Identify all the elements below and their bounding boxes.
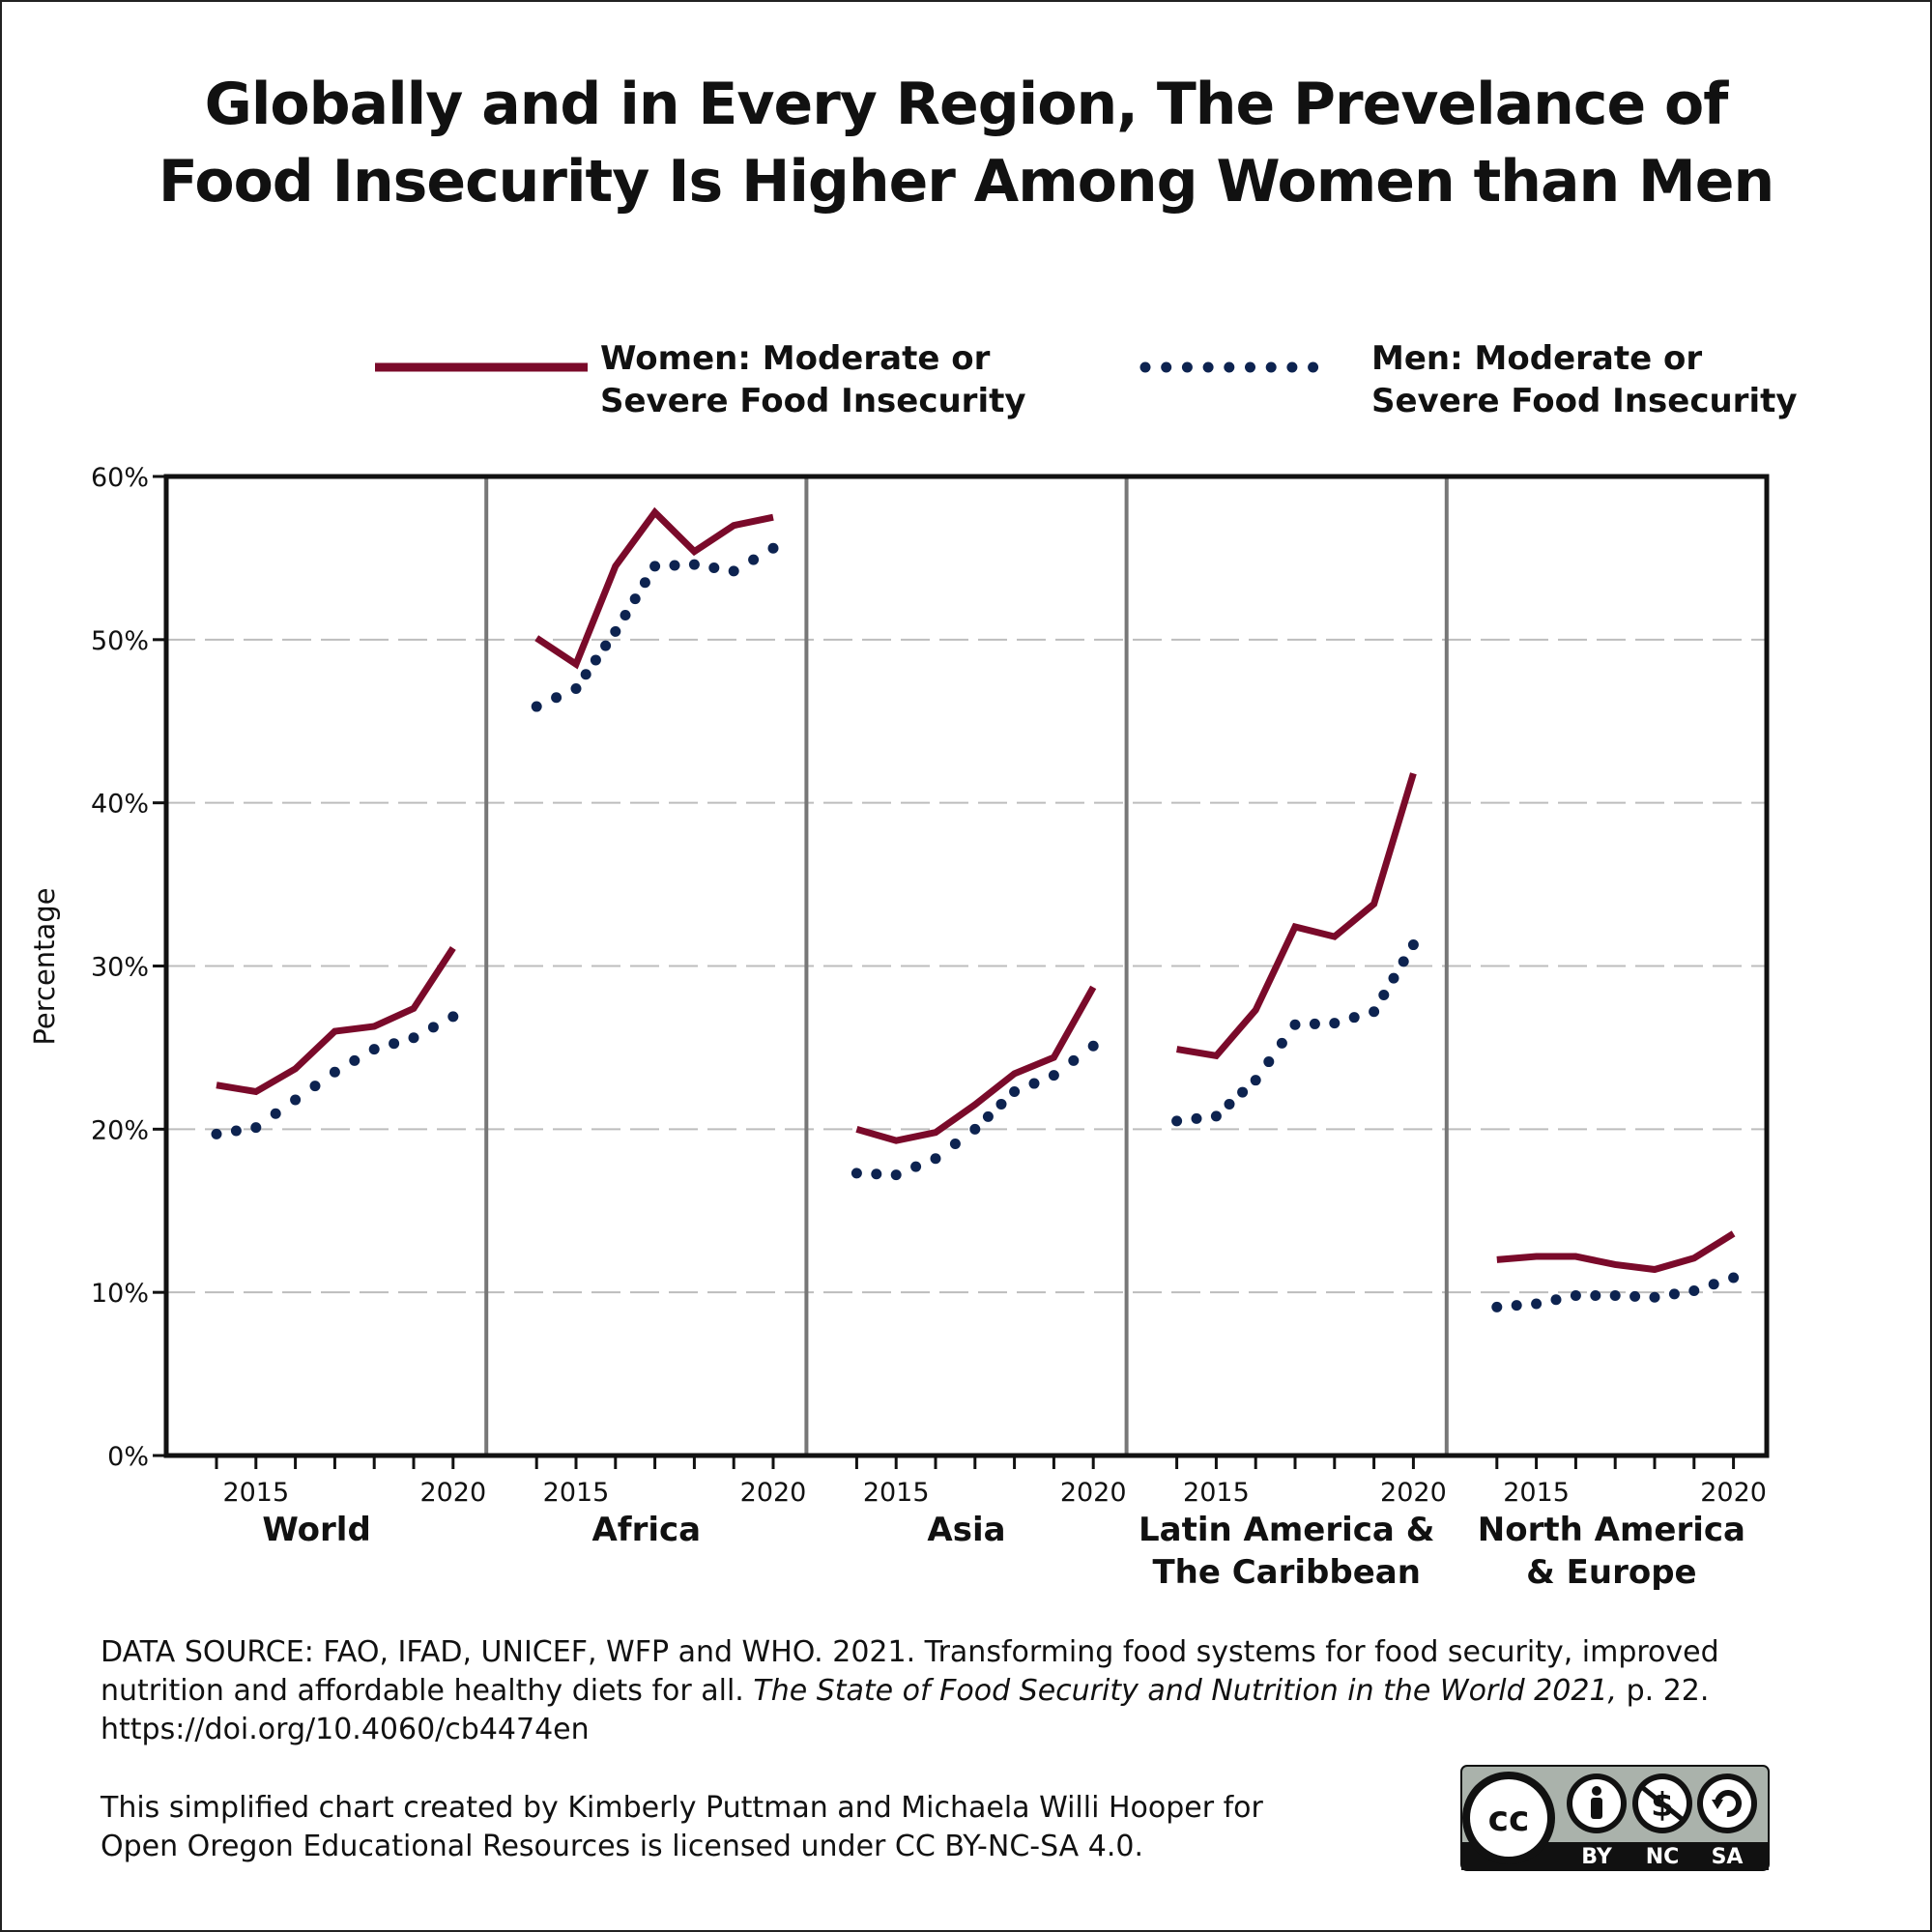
panel-label: World <box>262 1511 370 1549</box>
chart-title: Globally and in Every Region, The Prevel… <box>77 66 1855 220</box>
attribution-icon <box>1567 1773 1627 1833</box>
women-series-0 <box>216 946 456 1096</box>
cc-icon-label: cc <box>1488 1800 1530 1839</box>
women-series-2 <box>855 985 1097 1144</box>
series-layer <box>211 506 1740 1312</box>
y-axis-label: Percentage <box>28 887 61 1045</box>
panel-label: Latin America & <box>1139 1511 1434 1549</box>
source-doi-link[interactable]: https://doi.org/10.4060/cb4474en <box>101 1713 590 1746</box>
panel-dividers <box>484 476 1449 1456</box>
source-publication-title: The State of Food Security and Nutrition… <box>753 1674 1618 1708</box>
source-line-1: DATA SOURCE: FAO, IFAD, UNICEF, WFP and … <box>101 1635 1719 1669</box>
y-tick-label: 10% <box>91 1279 149 1309</box>
legend-women-label: Women: Moderate or Severe Food Insecurit… <box>600 337 1026 422</box>
panel-label: Africa <box>591 1511 701 1549</box>
sharealike-icon <box>1697 1773 1757 1833</box>
men-series-1 <box>531 542 779 712</box>
y-tick-label: 40% <box>91 790 149 820</box>
x-tick-label: 2020 <box>1700 1478 1767 1508</box>
title-line-1: Globally and in Every Region, The Prevel… <box>204 71 1729 138</box>
credit-line-1: This simplified chart created by Kimberl… <box>101 1791 1263 1825</box>
legend-swatches <box>375 361 1319 373</box>
legend-men-line-1: Men: Moderate or <box>1371 339 1703 378</box>
credit-line-2: Open Oregon Educational Resources is lic… <box>101 1830 1143 1863</box>
credit: This simplified chart created by Kimberl… <box>101 1789 1802 1866</box>
cc-icon: cc <box>1462 1772 1555 1864</box>
legend-women-line-1: Women: Moderate or <box>600 339 991 378</box>
x-tick-label: 2020 <box>1380 1478 1447 1508</box>
gridlines <box>166 638 1767 1294</box>
legend-men-swatch <box>1139 361 1319 373</box>
cc-license-badge[interactable]: cc $ BY NC SA <box>1460 1765 1770 1871</box>
panel-label-line-2: & Europe <box>1526 1553 1696 1592</box>
x-tick-label: 2015 <box>543 1478 610 1508</box>
legend-women-line-2: Severe Food Insecurity <box>600 382 1026 420</box>
y-axis: 0% 10% 20% 30% 40% 50% 60% <box>91 463 166 1472</box>
women-series-1 <box>534 506 774 670</box>
y-tick-label: 60% <box>91 463 149 493</box>
panel-label: North America <box>1478 1511 1745 1549</box>
legend-men-line-2: Severe Food Insecurity <box>1371 382 1798 420</box>
source-line-2: nutrition and affordable healthy diets f… <box>101 1672 1802 1711</box>
x-tick-label: 2015 <box>863 1478 930 1508</box>
x-tick-label: 2015 <box>1183 1478 1250 1508</box>
data-source: DATA SOURCE: FAO, IFAD, UNICEF, WFP and … <box>101 1633 1802 1749</box>
men-series-3 <box>1171 939 1419 1127</box>
women-series-3 <box>1176 772 1417 1060</box>
x-tick-label: 2020 <box>740 1478 807 1508</box>
x-tick-label: 2015 <box>1503 1478 1570 1508</box>
panel-label-line-2: The Caribbean <box>1152 1553 1421 1592</box>
y-tick-label: 0% <box>107 1442 149 1472</box>
x-tick-label: 2020 <box>419 1478 486 1508</box>
legend-men-label: Men: Moderate or Severe Food Insecurity <box>1371 337 1798 422</box>
x-axis: 2015 2020 2015 2020 2015 2020 2015 2020 2015 2020 <box>215 1456 1767 1508</box>
badge-sa-label: SA <box>1712 1845 1744 1869</box>
y-tick-label: 20% <box>91 1115 149 1145</box>
badge-nc-label: NC <box>1646 1845 1680 1869</box>
men-series-0 <box>211 1011 459 1139</box>
noncommercial-icon: $ <box>1632 1773 1692 1833</box>
title-line-2: Food Insecurity Is Higher Among Women th… <box>158 148 1774 216</box>
men-series-4 <box>1491 1272 1740 1312</box>
y-tick-label: 50% <box>91 626 149 656</box>
source-line-2b: p. 22. <box>1617 1674 1710 1708</box>
badge-by-label: BY <box>1581 1845 1613 1869</box>
men-series-2 <box>851 1040 1099 1181</box>
women-series-4 <box>1496 1230 1736 1274</box>
chart-canvas: 0%10%20%30%40%50%60% 2015 2020 2015 2020 201… <box>28 361 1770 1592</box>
x-tick-label: 2020 <box>1060 1478 1127 1508</box>
y-tick-label: 30% <box>91 953 149 983</box>
x-tick-label: 2015 <box>222 1478 289 1508</box>
panel-label: Asia <box>927 1511 1005 1549</box>
source-line-2a: nutrition and affordable healthy diets f… <box>101 1674 754 1708</box>
panel-labels: World Africa Asia Latin America & The Caribb… <box>262 1511 1745 1592</box>
